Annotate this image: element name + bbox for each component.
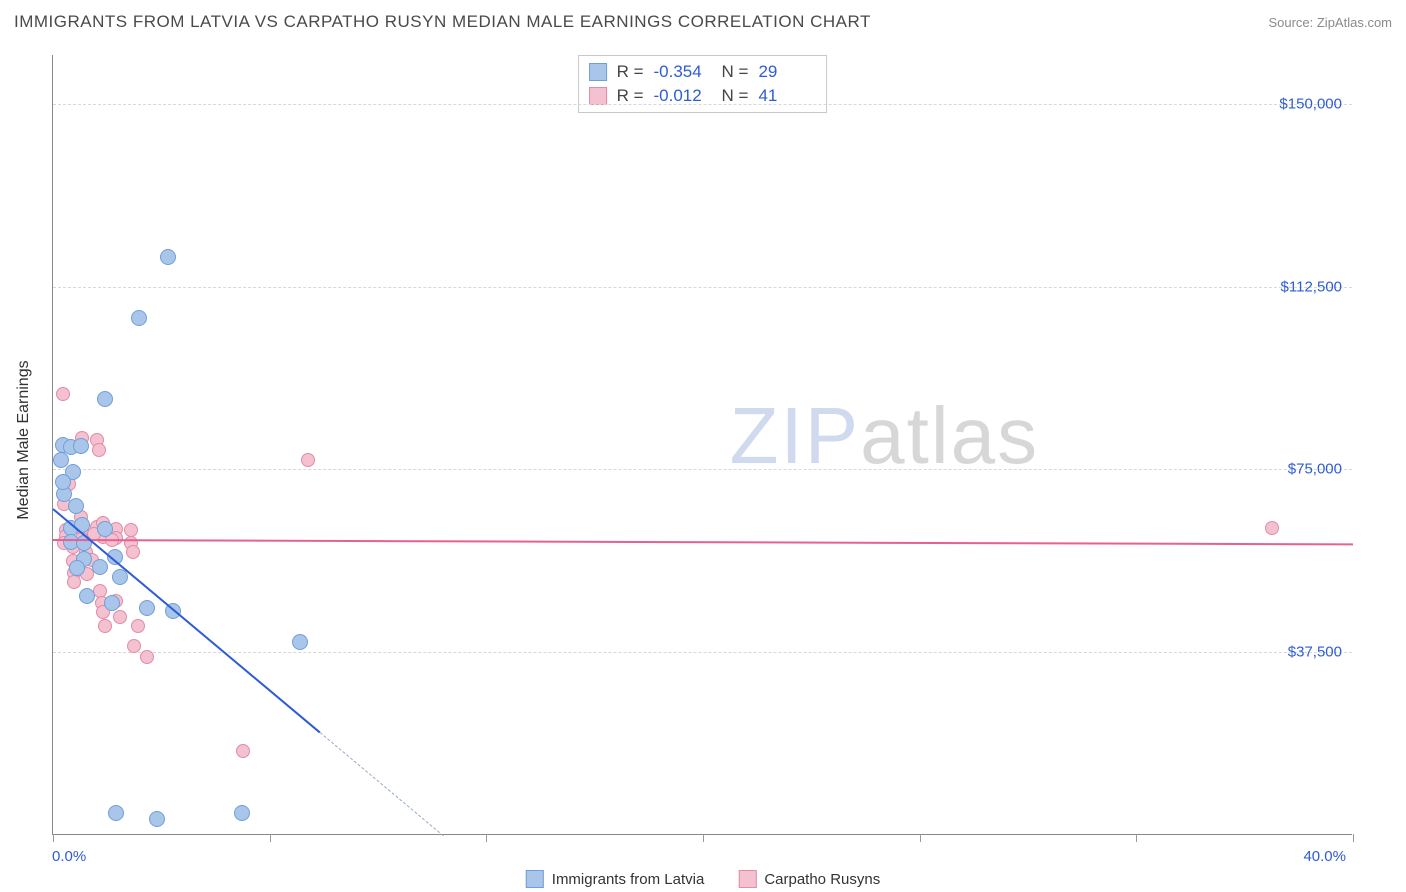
legend-swatch	[526, 870, 544, 888]
data-point	[236, 744, 250, 758]
data-point	[149, 811, 165, 827]
data-point	[69, 560, 85, 576]
data-point	[131, 310, 147, 326]
y-axis-title: Median Male Earnings	[15, 360, 33, 519]
data-point	[104, 595, 120, 611]
stat-n-label: N =	[722, 62, 749, 82]
watermark-part2: atlas	[860, 390, 1039, 479]
data-point	[68, 498, 84, 514]
x-axis-min-label: 0.0%	[52, 848, 86, 865]
legend-label: Immigrants from Latvia	[552, 871, 705, 888]
data-point	[73, 438, 89, 454]
data-point	[126, 545, 140, 559]
x-tick	[1353, 834, 1354, 842]
data-point	[74, 517, 90, 533]
chart-title: IMMIGRANTS FROM LATVIA VS CARPATHO RUSYN…	[14, 12, 871, 32]
stat-r-value: -0.354	[654, 62, 712, 82]
watermark-part1: ZIP	[730, 390, 860, 479]
data-point	[97, 521, 113, 537]
x-tick	[703, 834, 704, 842]
legend-swatch	[589, 63, 607, 81]
series-legend: Immigrants from Latvia Carpatho Rusyns	[526, 870, 880, 888]
x-tick	[270, 834, 271, 842]
data-point	[92, 443, 106, 457]
legend-item: Immigrants from Latvia	[526, 870, 705, 888]
y-tick-label: $112,500	[1281, 278, 1342, 295]
data-point	[234, 805, 250, 821]
regression-line	[52, 509, 320, 734]
data-point	[92, 559, 108, 575]
legend-swatch	[589, 87, 607, 105]
legend-label: Carpatho Rusyns	[764, 871, 880, 888]
data-point	[97, 391, 113, 407]
stats-row: R = -0.354 N = 29	[589, 60, 817, 84]
y-tick-label: $75,000	[1288, 461, 1342, 478]
header-bar: IMMIGRANTS FROM LATVIA VS CARPATHO RUSYN…	[14, 12, 1392, 32]
gridline	[53, 104, 1352, 105]
regression-line-extrapolated	[319, 732, 443, 836]
data-point	[79, 588, 95, 604]
gridline	[53, 469, 1352, 470]
legend-swatch	[738, 870, 756, 888]
data-point	[67, 575, 81, 589]
x-tick	[53, 834, 54, 842]
x-tick	[920, 834, 921, 842]
legend-item: Carpatho Rusyns	[738, 870, 880, 888]
x-axis-max-label: 40.0%	[1303, 848, 1346, 865]
source-label: Source: ZipAtlas.com	[1268, 15, 1392, 30]
data-point	[301, 453, 315, 467]
data-point	[139, 600, 155, 616]
data-point	[108, 805, 124, 821]
data-point	[98, 619, 112, 633]
plot-area: ZIPatlas R =-0.354N =29R =-0.012N =41 $3…	[52, 55, 1352, 835]
x-tick	[486, 834, 487, 842]
data-point	[140, 650, 154, 664]
x-tick	[1136, 834, 1137, 842]
data-point	[292, 634, 308, 650]
data-point	[160, 249, 176, 265]
gridline	[53, 652, 1352, 653]
data-point	[113, 610, 127, 624]
data-point	[56, 387, 70, 401]
data-point	[131, 619, 145, 633]
y-tick-label: $150,000	[1279, 95, 1342, 112]
gridline	[53, 287, 1352, 288]
data-point	[55, 474, 71, 490]
stat-n-value: 29	[758, 62, 816, 82]
data-point	[124, 523, 138, 537]
y-tick-label: $37,500	[1288, 644, 1342, 661]
watermark: ZIPatlas	[730, 389, 1039, 481]
data-point	[1265, 521, 1279, 535]
regression-line	[53, 539, 1353, 545]
data-point	[127, 639, 141, 653]
stat-r-label: R =	[617, 62, 644, 82]
